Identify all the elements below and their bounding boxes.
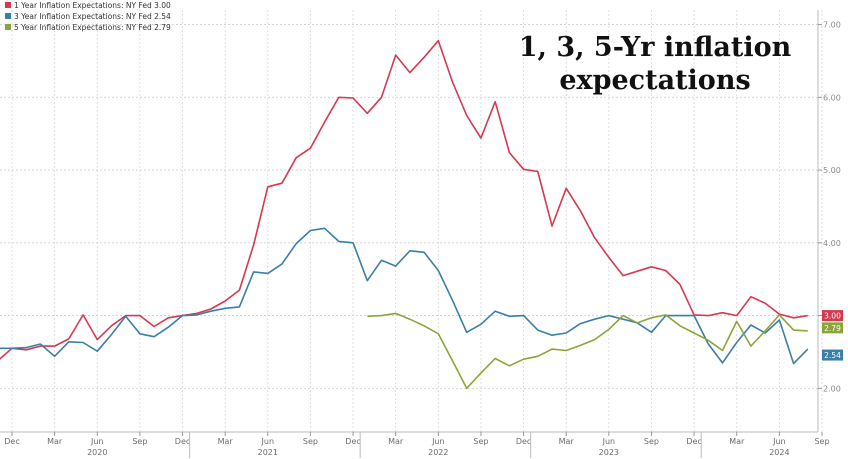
x-tick-label: Dec bbox=[345, 437, 360, 446]
y-tick-label: 7.00 bbox=[823, 21, 841, 30]
x-tick-label: Sep bbox=[814, 437, 829, 446]
x-tick-label: Sep bbox=[644, 437, 659, 446]
legend: 1 Year Inflation Expectations: NY Fed 3.… bbox=[5, 1, 171, 32]
y-tick-label: 2.00 bbox=[823, 384, 841, 393]
x-tick-label: Jun bbox=[261, 437, 275, 446]
x-tick-label: Dec bbox=[516, 437, 531, 446]
x-year-label: 2022 bbox=[428, 448, 448, 457]
legend-swatch bbox=[5, 2, 11, 8]
x-tick-label: Mar bbox=[218, 437, 234, 446]
end-value-labels: 3.00 2.54 2.79 bbox=[822, 310, 843, 361]
x-tick-label: Mar bbox=[47, 437, 63, 446]
x-axis: Dec Mar Jun Sep Dec Mar Jun Sep Dec Mar Jun Sep Dec M… bbox=[4, 432, 830, 458]
series-lines bbox=[0, 39, 809, 390]
y-tick-label: 4.00 bbox=[823, 239, 841, 248]
x-tick-label: Mar bbox=[729, 437, 745, 446]
x-year-label: 2023 bbox=[599, 448, 619, 457]
y-tick-label: 6.00 bbox=[823, 93, 841, 102]
x-tick-label: Jun bbox=[772, 437, 786, 446]
legend-swatch bbox=[5, 13, 11, 19]
end-value-badge bbox=[822, 349, 843, 361]
x-tick-label: Sep bbox=[303, 437, 318, 446]
end-value-label: 3.00 bbox=[824, 312, 841, 321]
series-line-1 bbox=[0, 39, 808, 360]
end-value-badge bbox=[822, 322, 843, 334]
x-tick-label: Dec bbox=[686, 437, 701, 446]
series-line-3 bbox=[367, 312, 808, 390]
x-tick-label: Jun bbox=[602, 437, 616, 446]
end-value-label: 2.54 bbox=[824, 351, 841, 360]
chart-title: 1, 3, 5-Yr inflation expectations bbox=[519, 32, 792, 96]
x-tick-label: Jun bbox=[90, 437, 104, 446]
x-tick-label: Mar bbox=[559, 437, 575, 446]
x-tick-label: Jun bbox=[431, 437, 445, 446]
x-tick-label: Mar bbox=[388, 437, 404, 446]
end-value-badge bbox=[822, 310, 843, 322]
chart-title-line-1: 1, 3, 5-Yr inflation bbox=[519, 32, 792, 63]
x-tick-label: Dec bbox=[4, 437, 19, 446]
plot-frame bbox=[0, 10, 819, 433]
x-year-label: 2020 bbox=[87, 448, 107, 457]
legend-label: 5 Year Inflation Expectations: NY Fed 2.… bbox=[14, 23, 171, 32]
x-tick-label: Dec bbox=[175, 437, 190, 446]
chart-title-line-2: expectations bbox=[559, 65, 750, 96]
y-axis: 2.00 3.00 4.00 5.00 6.00 7.00 bbox=[818, 21, 841, 393]
x-tick-label: Sep bbox=[132, 437, 147, 446]
x-year-label: 2024 bbox=[769, 448, 789, 457]
legend-label: 1 Year Inflation Expectations: NY Fed 3.… bbox=[14, 1, 171, 10]
series-line-2 bbox=[0, 227, 809, 365]
x-tick-label: Sep bbox=[473, 437, 488, 446]
end-value-label: 2.79 bbox=[824, 324, 841, 333]
legend-swatch bbox=[5, 24, 11, 30]
legend-label: 3 Year Inflation Expectations: NY Fed 2.… bbox=[14, 12, 171, 21]
y-tick-label: 5.00 bbox=[823, 166, 841, 175]
x-year-label: 2021 bbox=[258, 448, 278, 457]
